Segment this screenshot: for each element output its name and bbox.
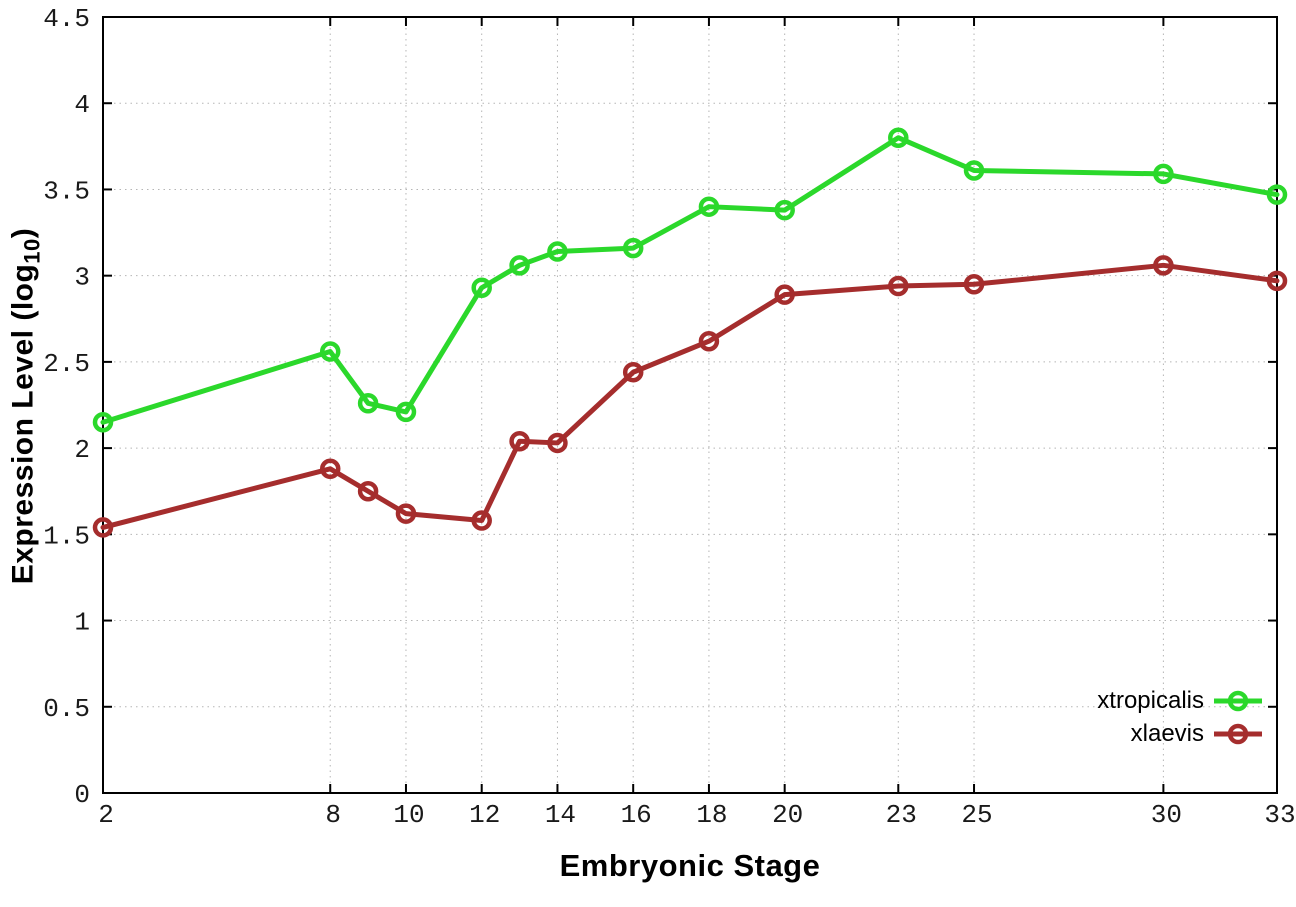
x-tick-label: 20 [772, 800, 803, 830]
series-line-xlaevis [100, 262, 1280, 530]
data-point-marker-xlaevis [357, 480, 379, 502]
data-point-marker-xlaevis [395, 503, 417, 524]
y-tick-label: 2.5 [43, 349, 90, 379]
plot-border [102, 16, 1278, 794]
y-axis-title-subscript: 10 [19, 238, 45, 264]
y-tick-label: 2 [74, 435, 90, 465]
y-axis-title-close: ) [6, 227, 40, 239]
data-point-marker-xlaevis [888, 275, 909, 297]
data-point-marker-xlaevis [963, 274, 985, 295]
legend: xtropicalis xlaevis [1097, 684, 1263, 750]
legend-item-xlaevis: xlaevis [1131, 717, 1263, 750]
legend-label: xlaevis [1130, 719, 1204, 747]
x-tick-label: 18 [696, 800, 727, 830]
data-point-marker-xtropicalis [395, 401, 417, 423]
data-point-marker-xtropicalis [888, 127, 909, 148]
y-axis-title-text: Expression Level (log [6, 263, 40, 585]
data-point-marker-xtropicalis [92, 411, 114, 433]
x-tick-label: 16 [621, 800, 652, 830]
x-tick-label: 8 [325, 800, 341, 830]
y-tick-label: 1 [74, 608, 90, 638]
y-tick-label: 3.5 [43, 176, 90, 206]
y-axis-title: Expression Level (log10) [7, 228, 46, 585]
data-point-marker-xlaevis [547, 432, 568, 454]
y-tick-label: 1.5 [43, 521, 90, 551]
y-tick-label: 4 [74, 90, 90, 120]
x-tick-label: 23 [886, 800, 917, 830]
data-point-marker-xlaevis [622, 361, 644, 383]
x-tick-label: 14 [545, 800, 576, 830]
data-point-marker-xlaevis [471, 510, 492, 531]
data-point-marker-xtropicalis [319, 341, 341, 362]
data-point-marker-xtropicalis [698, 196, 720, 217]
data-point-marker-xtropicalis [774, 199, 795, 221]
y-tick-label: 4.5 [43, 4, 90, 34]
data-point-marker-xtropicalis [1266, 184, 1288, 205]
x-axis-title: Embryonic Stage [559, 848, 821, 883]
data-point-marker-xlaevis [92, 517, 114, 538]
y-tick-label: 0.5 [43, 694, 90, 724]
data-point-marker-xtropicalis [963, 160, 985, 181]
data-point-marker-xlaevis [1153, 255, 1174, 276]
legend-marker-icon [1214, 723, 1262, 744]
data-point-marker-xtropicalis [509, 255, 530, 276]
x-tick-label: 30 [1151, 800, 1182, 830]
x-tick-label: 25 [961, 800, 992, 830]
x-tick-label: 33 [1264, 800, 1295, 830]
x-tick-label: 10 [393, 800, 424, 830]
data-point-marker-xlaevis [698, 330, 720, 352]
data-point-marker-xlaevis [319, 458, 341, 480]
y-tick-label: 3 [74, 263, 90, 293]
legend-label: xtropicalis [1097, 686, 1204, 714]
legend-marker-icon [1214, 690, 1262, 711]
legend-item-xtropicalis: xtropicalis [1097, 684, 1263, 717]
data-point-marker-xtropicalis [547, 241, 568, 262]
x-tick-label: 2 [98, 800, 114, 830]
data-point-marker-xlaevis [509, 430, 530, 452]
data-point-marker-xtropicalis [622, 237, 644, 259]
data-point-marker-xtropicalis [1153, 163, 1174, 185]
data-point-marker-xlaevis [1266, 270, 1288, 292]
y-tick-label: 0 [74, 780, 90, 810]
data-point-marker-xtropicalis [357, 393, 379, 414]
series-line-xtropicalis [100, 135, 1280, 425]
data-point-marker-xtropicalis [471, 277, 492, 298]
x-tick-label: 12 [469, 800, 500, 830]
data-point-marker-xlaevis [774, 284, 795, 305]
